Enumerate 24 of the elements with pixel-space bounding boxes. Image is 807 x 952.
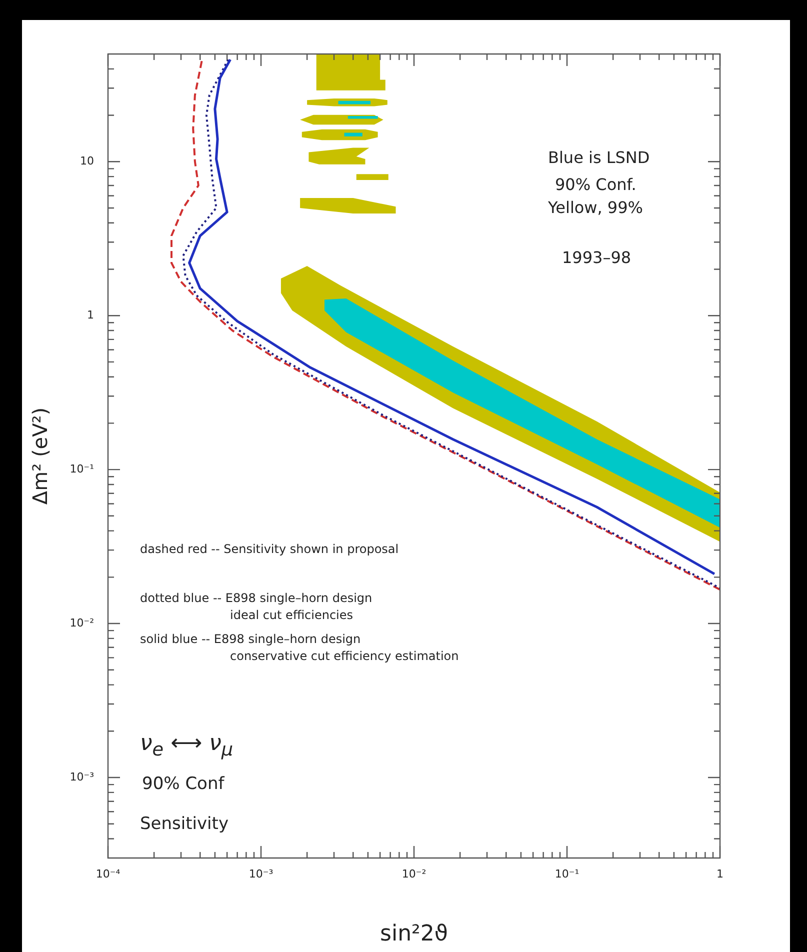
x-tick-label: 1 xyxy=(716,867,724,880)
x-tick-label: 10⁻³ xyxy=(248,867,274,880)
x-tick-label: 10⁻² xyxy=(402,867,426,880)
annotation: Sensitivity xyxy=(140,814,229,834)
annotation: Yellow, 99% xyxy=(548,198,643,217)
y-tick-label: 10⁻³ xyxy=(70,770,94,784)
y-tick-label: 10⁻² xyxy=(70,616,94,630)
annotation: dotted blue -- E898 single–horn design xyxy=(140,591,372,605)
y-axis-title: Δm² (eV²) xyxy=(28,407,52,505)
x-tick-label: 10⁻¹ xyxy=(554,867,580,880)
y-tick-label: 10 xyxy=(80,154,94,168)
annotation: Blue is LSND xyxy=(548,148,650,167)
annotation: conservative cut efficiency estimation xyxy=(230,649,459,663)
annotation: 1993–98 xyxy=(562,248,632,267)
annotation: 90% Conf. xyxy=(555,175,636,194)
annotation: dashed red -- Sensitivity shown in proposal xyxy=(140,542,399,556)
y-tick-label: 10⁻¹ xyxy=(70,462,94,476)
annotation: ideal cut efficiencies xyxy=(230,608,354,622)
y-tick-label: 1 xyxy=(87,308,94,322)
annotation: solid blue -- E898 single–horn design xyxy=(140,632,361,646)
x-tick-label: 10⁻⁴ xyxy=(96,867,121,880)
annotation: 90% Conf xyxy=(142,774,224,794)
annotation: ν$_{e}$ ⟷ ν$_{μ}$ xyxy=(140,731,234,760)
x-axis-title: sin²2ϑ xyxy=(380,922,448,947)
